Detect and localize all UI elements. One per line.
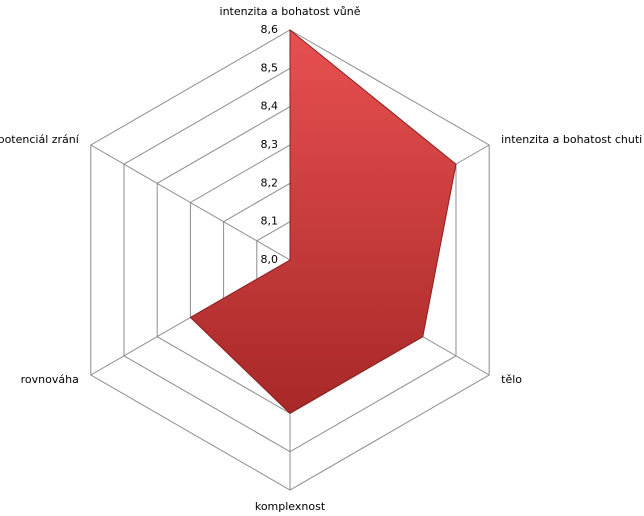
axis-label: potenciál zrání [0, 133, 80, 146]
r-tick-label: 8,4 [261, 100, 279, 113]
r-tick-label: 8,0 [261, 253, 279, 266]
r-tick-label: 8,1 [261, 215, 279, 228]
axis-label: intenzita a bohatost vůně [220, 5, 361, 18]
spoke [90, 144, 291, 261]
axis-label: intenzita a bohatost chuti [501, 133, 642, 146]
axis-label: rovnováha [21, 373, 79, 386]
radar-area [189, 28, 457, 414]
r-tick-label: 8,2 [261, 176, 279, 189]
r-tick-label: 8,3 [261, 138, 279, 151]
r-tick-label: 8,5 [261, 61, 279, 74]
labels: 8,0 8,1 8,2 8,3 8,4 8,5 8,6 intenzita a bohatos… [0, 5, 642, 513]
axis-label: komplexnost [255, 500, 326, 513]
axis-label: tělo [501, 373, 522, 386]
data [189, 28, 457, 414]
r-tick-label: 8,6 [261, 23, 279, 36]
